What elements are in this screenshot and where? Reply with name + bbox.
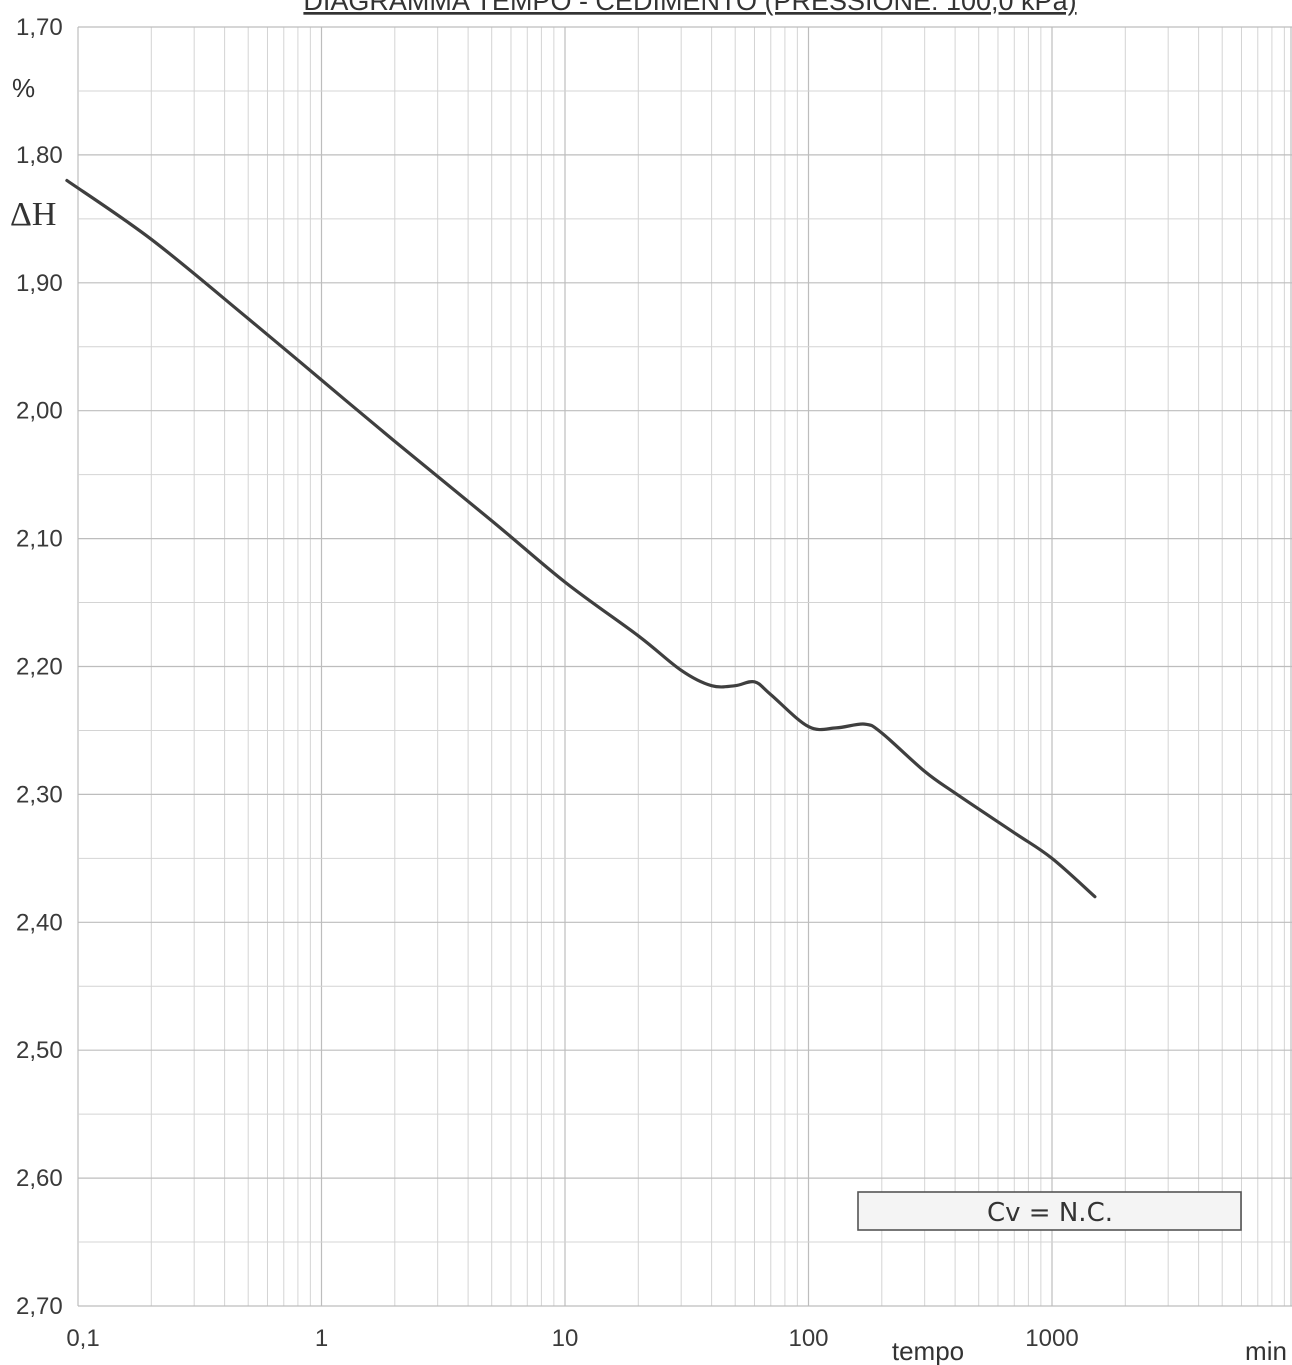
y-tick-label: 2,20	[16, 654, 63, 681]
x-tick-label: 0,1	[66, 1325, 99, 1352]
y-tick-label: 1,90	[16, 270, 63, 297]
y-tick-label: 1,80	[16, 142, 63, 169]
y-axis-label: ΔH	[10, 196, 56, 233]
y-tick-label: 2,60	[16, 1165, 63, 1192]
y-tick-label: 2,10	[16, 526, 63, 553]
y-tick-label: 2,30	[16, 781, 63, 808]
y-tick-label: 1,70	[16, 14, 63, 41]
x-tick-label: 10	[552, 1325, 579, 1352]
y-tick-label: 2,50	[16, 1037, 63, 1064]
x-axis-unit: min	[1245, 1336, 1287, 1365]
cv-annotation-box: Cv = N.C.	[858, 1192, 1241, 1230]
chart-title: DIAGRAMMA TEMPO - CEDIMENTO (PRESSIONE: …	[303, 0, 1076, 16]
x-tick-label: 100	[788, 1325, 828, 1352]
y-tick-label: 2,40	[16, 909, 63, 936]
y-axis-unit: %	[12, 73, 35, 103]
x-tick-label: 1	[315, 1325, 328, 1352]
cv-annotation-text: Cv = N.C.	[987, 1198, 1113, 1228]
x-axis-label: tempo	[892, 1336, 964, 1365]
x-tick-label: 1000	[1025, 1325, 1078, 1352]
y-tick-label: 2,70	[16, 1293, 63, 1320]
y-tick-label: 2,00	[16, 398, 63, 425]
chart-grid	[78, 27, 1292, 1306]
